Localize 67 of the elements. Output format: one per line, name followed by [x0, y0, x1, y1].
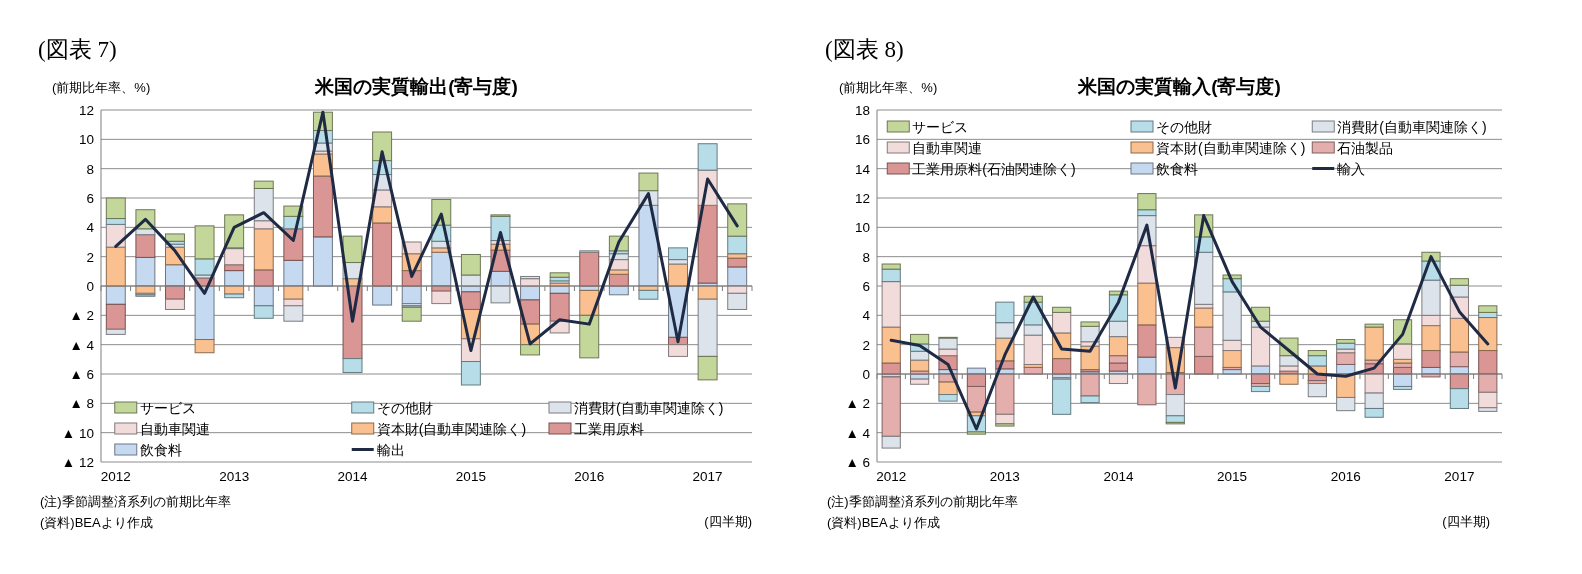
legend-label: 工業用原料	[573, 421, 644, 437]
chart-title: 米国の実質輸出(寄与度)	[314, 76, 518, 97]
x-tick-label: 2014	[1103, 469, 1134, 484]
y-tick-label: 6	[862, 279, 870, 294]
y-tick-label: 10	[78, 132, 94, 148]
legend-label: その他財	[1156, 119, 1212, 135]
y-tick-label: 10	[854, 220, 870, 236]
legend-label: サービス	[139, 400, 196, 416]
text: (注)季節調整済系列の前期比年率	[40, 494, 231, 509]
x-tick-label: 2014	[337, 469, 369, 484]
text: (資料)BEAより作成	[827, 515, 940, 530]
x-tick-label: 2015	[455, 469, 486, 484]
y-tick-label: 0	[862, 367, 870, 382]
y-tick-label: 14	[854, 161, 871, 177]
legend-label: 自動車関連	[139, 421, 210, 437]
x-tick-label: 2017	[1444, 469, 1475, 484]
y-tick-label: 12	[78, 103, 94, 118]
y-tick-label: ▲ 8	[69, 396, 94, 412]
y-tick-label: 4	[862, 308, 871, 324]
x-tick-label: 2013	[989, 469, 1020, 484]
y-tick-label: 16	[854, 132, 870, 148]
text: (図表 8)	[825, 37, 904, 62]
y-tick-label: ▲ 10	[61, 425, 94, 441]
x-axis-title: (四半期)	[704, 514, 752, 529]
legend-label: その他財	[376, 400, 433, 416]
y-tick-label: ▲ 6	[69, 367, 94, 382]
x-axis-title: (四半期)	[1442, 514, 1490, 529]
y-tick-label: ▲ 6	[845, 455, 870, 470]
y-tick-label: 12	[854, 191, 870, 206]
y-tick-label: ▲ 4	[845, 425, 871, 441]
x-tick-label: 2012	[100, 469, 131, 484]
y-tick-label: ▲ 4	[69, 337, 95, 353]
y-tick-label: 6	[86, 191, 94, 206]
legend-label: サービス	[912, 119, 969, 135]
x-tick-label: 2015	[1217, 469, 1248, 484]
y-tick-label: 8	[862, 249, 870, 265]
x-tick-label: 2016	[1330, 469, 1361, 484]
y-tick-label: 2	[862, 337, 870, 353]
y-tick-label: 0	[86, 279, 94, 294]
text: (図表 7)	[38, 37, 117, 62]
y-tick-label: 2	[86, 249, 94, 265]
legend-label: 飲食料	[1156, 161, 1198, 177]
y-tick-label: ▲ 12	[61, 455, 94, 470]
x-tick-label: 2012	[876, 469, 907, 484]
legend-label: 資本財(自動車関連除く)	[1156, 140, 1306, 156]
x-tick-label: 2013	[219, 469, 250, 484]
legend-label: 石油製品	[1337, 140, 1394, 156]
legend-label: 飲食料	[139, 442, 182, 458]
x-tick-label: 2016	[574, 469, 605, 484]
legend-label: 工業用原料(石油関連除く)	[912, 161, 1076, 177]
y-tick-label: ▲ 2	[845, 396, 870, 412]
chart-title: 米国の実質輸入(寄与度)	[1077, 76, 1281, 97]
y-tick-label: 8	[86, 161, 94, 177]
x-tick-label: 2017	[692, 469, 723, 484]
legend-label: 資本財(自動車関連除く)	[376, 421, 527, 437]
legend-label: 輸入	[1337, 161, 1366, 177]
y-axis-title: (前期比年率、%)	[52, 80, 151, 95]
y-tick-label: 4	[86, 220, 95, 236]
legend-label: 輸出	[376, 442, 405, 458]
y-tick-label: 18	[854, 103, 870, 118]
legend-label: 自動車関連	[912, 140, 983, 156]
legend-label: 消費財(自動車関連除く)	[573, 400, 724, 416]
y-tick-label: ▲ 2	[69, 308, 94, 324]
text: (資料)BEAより作成	[40, 515, 153, 530]
y-axis-title: (前期比年率、%)	[839, 80, 938, 95]
legend-label: 消費財(自動車関連除く)	[1337, 119, 1487, 135]
text: (注)季節調整済系列の前期比年率	[827, 494, 1018, 509]
